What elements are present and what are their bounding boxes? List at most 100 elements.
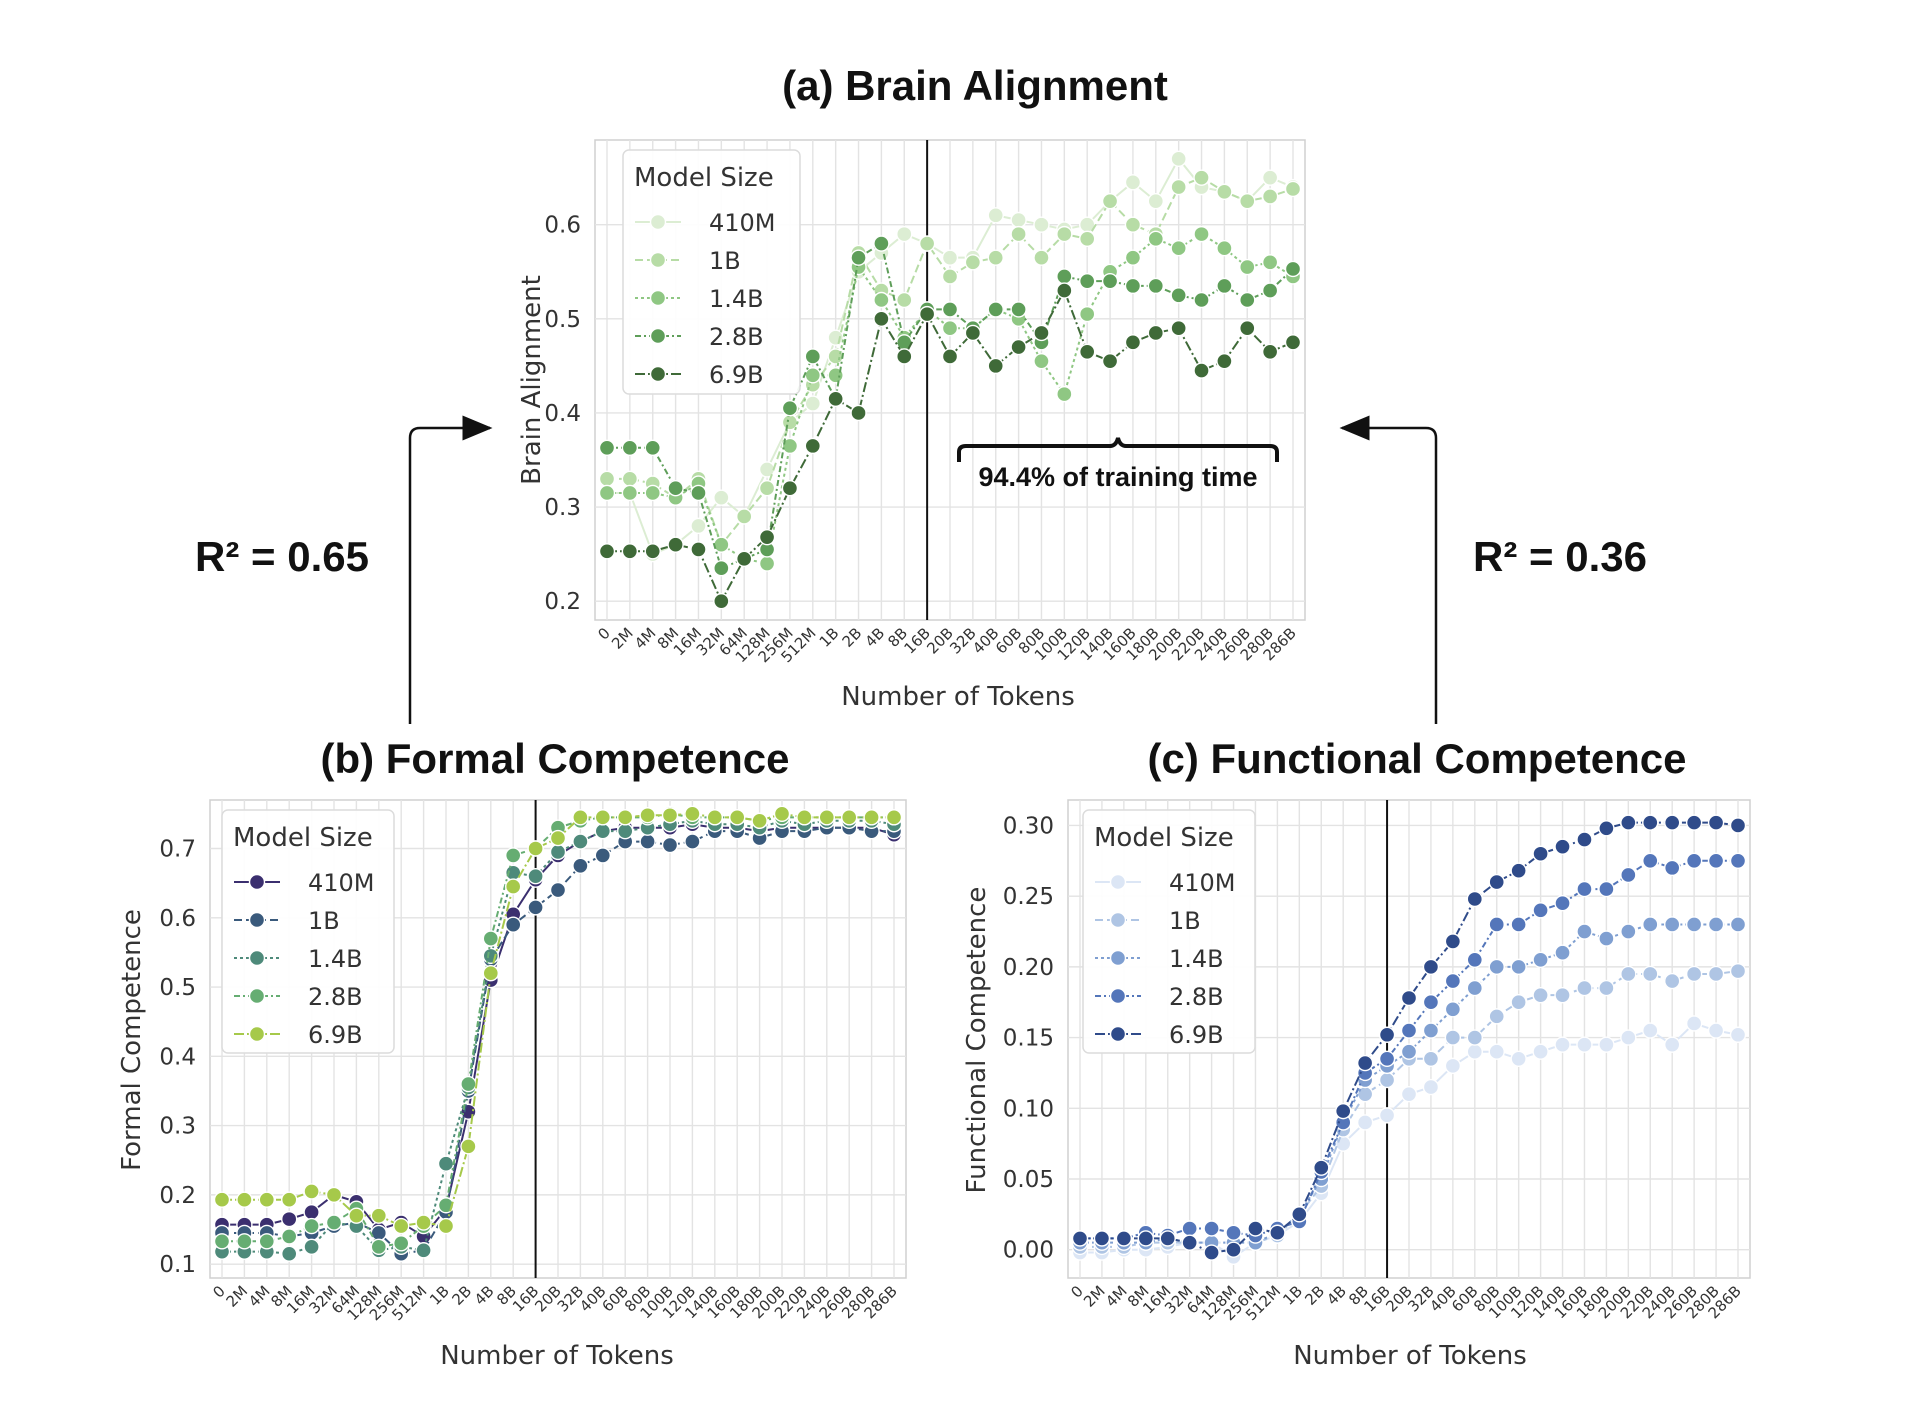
data-point <box>1124 216 1142 233</box>
data-point <box>1247 1220 1264 1237</box>
data-point <box>1010 225 1027 243</box>
legend-label: 6.9B <box>709 361 764 389</box>
data-point <box>1010 211 1027 229</box>
y-tick-label: 0.20 <box>1003 955 1054 981</box>
data-point <box>617 809 634 826</box>
data-point <box>1620 965 1637 983</box>
data-point <box>684 833 701 850</box>
y-tick-label: 0.5 <box>159 975 196 1001</box>
legend-b: Model Size 410M 1B 1.4B 2.8B 6.9B <box>221 809 395 1054</box>
data-point <box>1598 1036 1615 1053</box>
legend-marker <box>1109 873 1127 891</box>
legend-label: 410M <box>1169 869 1236 897</box>
data-point <box>841 809 858 826</box>
data-point <box>873 310 890 328</box>
data-point <box>1554 838 1571 855</box>
data-point <box>781 437 799 455</box>
data-point <box>1554 986 1571 1004</box>
data-point <box>773 805 791 823</box>
data-point <box>1056 385 1073 403</box>
data-point <box>639 807 656 824</box>
y-tick-label: 0.05 <box>1003 1167 1054 1193</box>
data-point <box>758 555 776 572</box>
y-tick-label: 0.3 <box>159 1114 196 1140</box>
data-point <box>1261 188 1279 205</box>
legend-marker <box>649 327 667 345</box>
data-point <box>781 480 799 497</box>
data-point <box>804 395 821 412</box>
data-point <box>1685 852 1703 870</box>
data-point <box>1532 951 1549 969</box>
data-point <box>1056 282 1073 299</box>
data-point <box>918 305 936 323</box>
data-point <box>1101 352 1119 370</box>
data-point <box>1378 1071 1396 1089</box>
data-point <box>1532 1043 1549 1060</box>
data-point <box>1378 1107 1396 1124</box>
data-point <box>527 868 544 885</box>
data-point <box>281 1228 298 1245</box>
data-point <box>987 207 1004 224</box>
legend-box <box>1082 809 1256 1054</box>
data-point <box>1378 1026 1396 1043</box>
data-point <box>1707 1022 1725 1039</box>
data-point <box>1170 287 1187 304</box>
data-point <box>1239 320 1256 337</box>
data-point <box>1216 183 1233 200</box>
data-point <box>1239 192 1256 210</box>
data-point <box>393 1217 410 1235</box>
data-point <box>1444 1029 1462 1046</box>
data-point <box>482 964 499 982</box>
legend-label: 1B <box>308 907 340 935</box>
x-axis-label: Number of Tokens <box>440 1341 674 1371</box>
data-point <box>1488 958 1505 976</box>
data-point <box>941 348 959 365</box>
data-point <box>549 881 567 899</box>
data-point <box>896 348 913 365</box>
data-point <box>1159 1230 1176 1247</box>
data-point <box>661 807 679 824</box>
data-point <box>1284 180 1302 198</box>
legend-marker <box>248 1025 266 1043</box>
data-point <box>1685 814 1703 831</box>
data-point <box>594 822 611 840</box>
data-point <box>873 291 890 309</box>
data-point <box>1101 272 1119 290</box>
data-point <box>505 878 522 895</box>
legend-label: 1B <box>1169 907 1201 935</box>
data-point <box>1707 916 1725 933</box>
legend-marker <box>649 251 667 269</box>
y-tick-label: 0.5 <box>544 307 581 333</box>
data-point <box>370 1224 387 1242</box>
data-point <box>1193 169 1210 186</box>
data-point <box>885 809 903 826</box>
r2-right-label: R² = 0.36 <box>1473 533 1647 580</box>
data-point <box>1422 958 1440 976</box>
legend-label: 6.9B <box>308 1021 363 1049</box>
data-point <box>1261 169 1279 186</box>
data-point <box>598 543 616 560</box>
data-point <box>1663 814 1681 831</box>
data-point <box>1124 174 1142 191</box>
data-point <box>549 843 567 861</box>
data-point <box>1488 916 1505 933</box>
data-point <box>1124 334 1142 351</box>
data-point <box>1663 972 1681 990</box>
data-point <box>713 536 730 553</box>
data-point <box>1685 965 1703 983</box>
data-point <box>505 916 522 933</box>
data-point <box>1510 1050 1527 1067</box>
data-point <box>1576 1036 1593 1053</box>
data-point <box>1598 880 1615 898</box>
series-a-6.9B <box>598 282 1302 610</box>
chart-c-title: (c) Functional Competence <box>1147 735 1686 782</box>
data-point <box>1663 916 1681 933</box>
data-point <box>549 829 567 847</box>
data-point <box>236 1233 253 1250</box>
y-axis-label: Functional Competence <box>962 887 992 1194</box>
data-point <box>437 1155 455 1172</box>
data-point <box>1554 1036 1571 1053</box>
legend-marker <box>649 213 667 231</box>
data-point <box>1729 916 1747 933</box>
